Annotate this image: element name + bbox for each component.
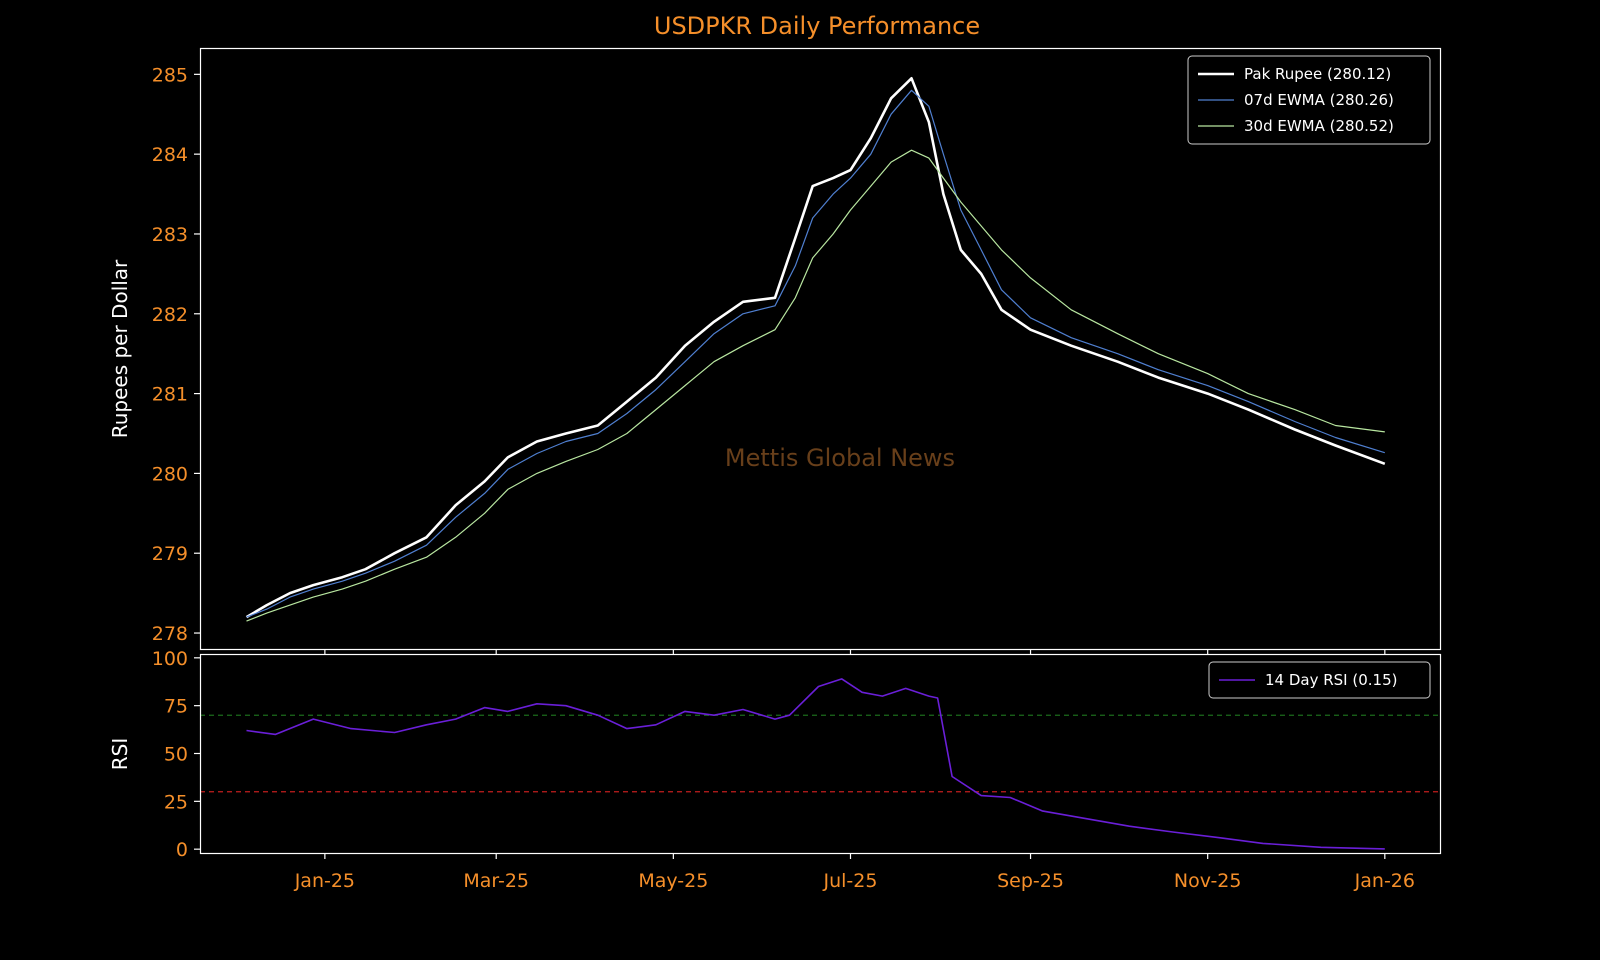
x-tick-label-3: Jul-25 — [823, 870, 878, 892]
x-tick-label-4: Sep-25 — [997, 870, 1064, 892]
rsi-panel: 0 25 50 75 100 Jan-25 Mar-25 May-25 Jul-25 Sep-2… — [108, 648, 1442, 892]
y-tick-label-1-0: 0 — [176, 839, 188, 861]
rsi-y-ticks: 0 25 50 75 100 — [152, 648, 200, 861]
x-tick-label-6: Jan-26 — [1354, 870, 1415, 892]
price-legend: Pak Rupee (280.12) 07d EWMA (280.26) 30d E… — [1187, 55, 1431, 145]
chart-title: USDPKR Daily Performance — [654, 12, 980, 40]
price-y-ticks: 278 279 280 281 282 283 284 285 — [152, 64, 200, 645]
series-line-0-0 — [245, 77, 1386, 619]
x-tick-label-2: May-25 — [638, 870, 708, 892]
x-tick-label-0: Jan-25 — [294, 870, 355, 892]
series-line-0-1 — [246, 89, 1385, 618]
rsi-x-ticks: Jan-25 Mar-25 May-25 Jul-25 Sep-25 Nov-25 Jan-… — [294, 853, 1415, 892]
rsi-y-axis-label: RSI — [108, 738, 132, 771]
x-tick-label-5: Nov-25 — [1174, 870, 1242, 892]
y-tick-label-1-4: 100 — [152, 648, 188, 670]
rsi-lines — [246, 678, 1385, 850]
legend-entry-1-0: 14 Day RSI (0.15) — [1265, 671, 1397, 689]
y-tick-label-0-7: 285 — [152, 64, 188, 86]
legend-entry-0-0: Pak Rupee (280.12) — [1244, 65, 1391, 83]
series-line-1-0 — [246, 678, 1385, 850]
rsi-plot-frame — [199, 653, 1442, 855]
y-tick-label-0-3: 281 — [152, 384, 188, 406]
legend-box-1 — [1208, 661, 1431, 699]
y-tick-label-1-2: 50 — [164, 744, 188, 766]
price-plot-frame — [199, 47, 1442, 651]
price-panel: Mettis Global News 278 279 280 281 282 283 284… — [108, 47, 1442, 655]
legend-box-0 — [1187, 55, 1431, 145]
series-line-0-2 — [246, 149, 1385, 622]
watermark: Mettis Global News — [725, 444, 955, 472]
y-tick-label-0-6: 284 — [152, 144, 188, 166]
y-tick-label-1-3: 75 — [164, 696, 188, 718]
price-lines — [245, 77, 1386, 622]
legend-entry-0-2: 30d EWMA (280.52) — [1244, 117, 1394, 135]
y-tick-label-0-4: 282 — [152, 304, 188, 326]
legend-entry-0-1: 07d EWMA (280.26) — [1244, 91, 1394, 109]
rsi-legend: 14 Day RSI (0.15) — [1208, 661, 1431, 699]
y-tick-label-0-2: 280 — [152, 463, 188, 485]
y-tick-label-1-1: 25 — [164, 791, 188, 813]
y-tick-label-0-5: 283 — [152, 224, 188, 246]
y-tick-label-0-1: 279 — [152, 543, 188, 565]
price-y-axis-label: Rupees per Dollar — [108, 259, 132, 438]
x-tick-label-1: Mar-25 — [463, 870, 529, 892]
y-tick-label-0-0: 278 — [152, 623, 188, 645]
